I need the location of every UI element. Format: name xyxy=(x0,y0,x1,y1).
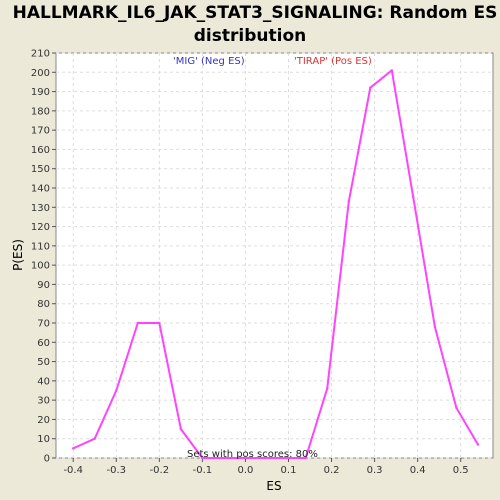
x-tick-label: 0.5 xyxy=(453,465,469,476)
plot-area xyxy=(55,52,494,459)
x-tick-label: -0.2 xyxy=(150,465,170,476)
data-point xyxy=(304,456,307,460)
y-tick-label: 50 xyxy=(37,357,50,368)
data-point xyxy=(433,325,437,329)
chart-title-line2: distribution xyxy=(194,26,306,46)
data-point xyxy=(158,321,161,325)
y-tick-label: 0 xyxy=(44,454,50,465)
y-tick-label: 140 xyxy=(31,184,50,195)
data-point xyxy=(412,196,415,199)
data-point xyxy=(93,437,96,440)
x-tick-label: 0.0 xyxy=(237,465,253,476)
x-tick-label: 0.3 xyxy=(367,465,383,476)
y-tick-label: 110 xyxy=(31,241,50,252)
y-tick-label: 80 xyxy=(37,299,50,310)
y-axis-label: P(ES) xyxy=(11,239,25,271)
x-tick-label: 0.4 xyxy=(410,465,426,476)
y-tick-label: 160 xyxy=(31,145,50,156)
data-point xyxy=(115,389,118,392)
y-tick-label: 170 xyxy=(31,126,50,137)
y-tick-label: 20 xyxy=(37,415,50,426)
y-tick-label: 130 xyxy=(31,203,50,214)
annotation-footer: Sets with pos scores: 80% xyxy=(187,449,318,460)
y-tick-label: 190 xyxy=(31,87,50,98)
data-point xyxy=(369,86,372,89)
y-tick-label: 30 xyxy=(37,396,50,407)
series-layer xyxy=(72,69,480,460)
y-tick-label: 70 xyxy=(37,319,50,330)
data-point xyxy=(244,456,247,460)
data-point xyxy=(347,200,350,203)
y-tick-label: 40 xyxy=(37,376,50,387)
y-tick-label: 100 xyxy=(31,261,50,272)
data-point xyxy=(136,321,140,325)
data-point xyxy=(326,387,329,390)
x-axis: -0.4 -0.3 -0.2 -0.1 0.0 0.1 0.2 0.3 0.4 0.5 xyxy=(63,458,469,476)
x-tick-label: 0.1 xyxy=(281,465,297,476)
y-tick-label: 120 xyxy=(31,222,50,233)
y-axis: 0 10 20 30 40 50 60 70 80 90 100 110 120 130 140 150 160… xyxy=(31,49,56,465)
grid-lines xyxy=(56,52,493,459)
y-tick-label: 10 xyxy=(37,434,50,445)
data-point xyxy=(476,443,480,446)
chart-title-line1: HALLMARK_IL6_JAK_STAT3_SIGNALING: Random… xyxy=(13,3,498,23)
data-point xyxy=(201,456,204,460)
y-tick-label: 200 xyxy=(31,68,50,79)
x-tick-label: -0.4 xyxy=(63,465,83,476)
y-tick-label: 150 xyxy=(31,164,50,175)
y-tick-label: 60 xyxy=(37,338,50,349)
data-point xyxy=(179,427,183,431)
x-tick-label: -0.3 xyxy=(107,465,127,476)
y-tick-label: 90 xyxy=(37,280,50,291)
annotation-pos: 'TIRAP' (Pos ES) xyxy=(294,56,372,67)
x-axis-label: ES xyxy=(266,479,281,493)
data-point xyxy=(72,447,75,450)
y-tick-label: 180 xyxy=(31,106,50,117)
x-tick-label: 0.2 xyxy=(324,465,340,476)
data-point xyxy=(390,69,394,72)
x-tick-label: -0.1 xyxy=(193,465,213,476)
data-point xyxy=(455,406,458,410)
annotation-neg: 'MIG' (Neg ES) xyxy=(173,56,245,67)
y-tick-label: 210 xyxy=(31,49,50,60)
